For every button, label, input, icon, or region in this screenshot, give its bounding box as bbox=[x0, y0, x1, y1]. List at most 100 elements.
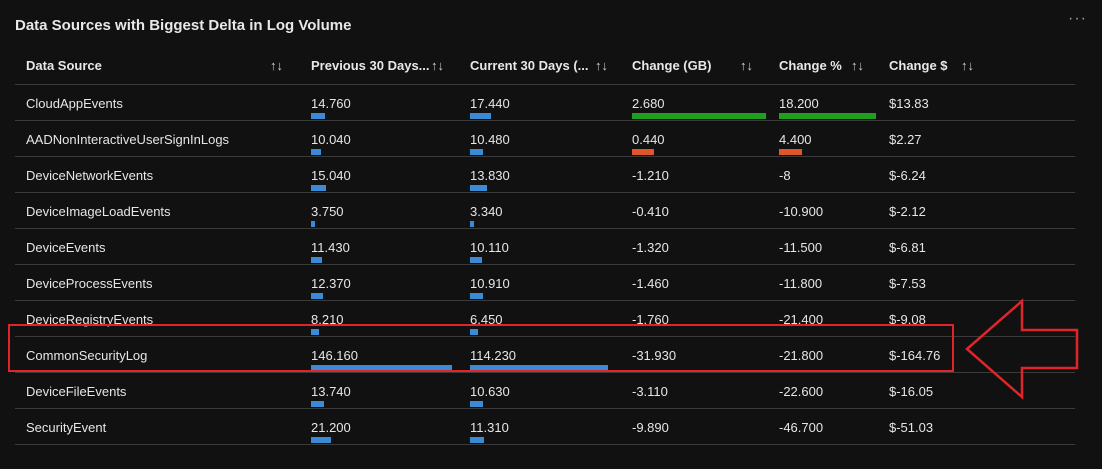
change-pct-cell-value: -22.600 bbox=[779, 384, 824, 399]
current-cell: 17.440 bbox=[470, 85, 625, 120]
column-header-change-usd[interactable]: Change $ ↑↓ bbox=[889, 48, 1009, 84]
previous-cell: 14.760 bbox=[311, 85, 466, 120]
change-usd-cell-value: $2.27 bbox=[889, 132, 922, 147]
sort-icon[interactable]: ↑↓ bbox=[851, 58, 864, 73]
more-options-icon[interactable]: ··· bbox=[1068, 10, 1087, 27]
change-pct-cell-value: 18.200 bbox=[779, 96, 819, 111]
change-usd-cell-value: $-164.76 bbox=[889, 348, 941, 363]
change-usd-cell: $-51.03 bbox=[889, 409, 1009, 444]
change-gb-cell-value: -3.110 bbox=[632, 384, 668, 399]
value-bar bbox=[632, 113, 766, 119]
table-row[interactable]: DeviceProcessEvents 12.370 10.910 -1.460 -11… bbox=[15, 265, 1075, 301]
change-gb-cell-value: -9.890 bbox=[632, 420, 669, 435]
previous-cell-value: 146.160 bbox=[311, 348, 358, 363]
change-pct-cell-value: -21.800 bbox=[779, 348, 824, 363]
current-cell-value: 3.340 bbox=[470, 204, 503, 219]
change-pct-cell: -46.700 bbox=[779, 409, 884, 444]
previous-cell: 21.200 bbox=[311, 409, 466, 444]
change-gb-cell-value: -31.930 bbox=[632, 348, 677, 363]
previous-cell: 8.210 bbox=[311, 301, 466, 336]
value-bar bbox=[311, 221, 315, 227]
current-cell-value: 13.830 bbox=[470, 168, 510, 183]
change-gb-cell: 0.440 bbox=[632, 121, 772, 156]
change-usd-cell-value: $-9.08 bbox=[889, 312, 926, 327]
value-bar bbox=[311, 149, 321, 155]
sort-icon[interactable]: ↑↓ bbox=[961, 58, 974, 73]
table-row[interactable]: CloudAppEvents 14.760 17.440 2.680 18.200 $13… bbox=[15, 85, 1075, 121]
current-cell-value: 6.450 bbox=[470, 312, 503, 327]
change-pct-cell: 4.400 bbox=[779, 121, 884, 156]
change-pct-cell-value: -21.400 bbox=[779, 312, 824, 327]
change-usd-cell: $-9.08 bbox=[889, 301, 1009, 336]
change-usd-cell: $-2.12 bbox=[889, 193, 1009, 228]
change-usd-cell-value: $-2.12 bbox=[889, 204, 926, 219]
value-bar bbox=[779, 149, 802, 155]
column-header-label: Change % bbox=[779, 58, 842, 73]
data-source-cell: CommonSecurityLog bbox=[26, 337, 306, 372]
table-row[interactable]: DeviceRegistryEvents 8.210 6.450 -1.760 -21.… bbox=[15, 301, 1075, 337]
value-bar bbox=[470, 437, 484, 443]
value-bar bbox=[470, 293, 483, 299]
table-row[interactable]: CommonSecurityLog 146.160 114.230 -31.930 -2… bbox=[15, 337, 1075, 373]
change-pct-cell-value: -10.900 bbox=[779, 204, 824, 219]
table-row[interactable]: AADNonInteractiveUserSignInLogs 10.040 10.… bbox=[15, 121, 1075, 157]
change-gb-cell-value: -1.760 bbox=[632, 312, 669, 327]
column-header-label: Change (GB) bbox=[632, 58, 712, 73]
column-header-current[interactable]: Current 30 Days (... ↑↓ bbox=[470, 48, 625, 84]
column-header-label: Current 30 Days (... bbox=[470, 58, 589, 73]
value-bar bbox=[311, 437, 331, 443]
change-gb-cell-value: 2.680 bbox=[632, 96, 665, 111]
change-gb-cell: -3.110 bbox=[632, 373, 772, 408]
change-usd-cell-value: $-7.53 bbox=[889, 276, 926, 291]
value-bar bbox=[779, 113, 876, 119]
current-cell-value: 10.910 bbox=[470, 276, 510, 291]
column-header-previous[interactable]: Previous 30 Days... ↑↓ bbox=[311, 48, 466, 84]
value-bar bbox=[470, 221, 474, 227]
sort-icon[interactable]: ↑↓ bbox=[431, 58, 444, 73]
value-bar bbox=[470, 401, 483, 407]
value-bar bbox=[311, 185, 326, 191]
change-pct-cell: -21.400 bbox=[779, 301, 884, 336]
sort-icon[interactable]: ↑↓ bbox=[270, 58, 283, 73]
change-gb-cell: -31.930 bbox=[632, 337, 772, 372]
data-source-cell: DeviceRegistryEvents bbox=[26, 301, 306, 336]
change-pct-cell: -11.500 bbox=[779, 229, 884, 264]
table-row[interactable]: SecurityEvent 21.200 11.310 -9.890 -46.700 $-… bbox=[15, 409, 1075, 445]
change-pct-cell: 18.200 bbox=[779, 85, 884, 120]
change-gb-cell-value: -1.320 bbox=[632, 240, 669, 255]
table-header: Data Source ↑↓ Previous 30 Days... ↑↓ Cu… bbox=[15, 48, 1075, 85]
change-usd-cell: $-164.76 bbox=[889, 337, 1009, 372]
previous-cell: 13.740 bbox=[311, 373, 466, 408]
column-header-change-gb[interactable]: Change (GB) ↑↓ bbox=[632, 48, 772, 84]
value-bar bbox=[311, 293, 323, 299]
change-usd-cell: $-16.05 bbox=[889, 373, 1009, 408]
table-row[interactable]: DeviceImageLoadEvents 3.750 3.340 -0.410 -10… bbox=[15, 193, 1075, 229]
change-gb-cell: -0.410 bbox=[632, 193, 772, 228]
data-source-cell-value: DeviceRegistryEvents bbox=[26, 312, 154, 327]
previous-cell: 15.040 bbox=[311, 157, 466, 192]
current-cell: 10.480 bbox=[470, 121, 625, 156]
current-cell-value: 114.230 bbox=[470, 348, 517, 363]
data-source-cell: SecurityEvent bbox=[26, 409, 306, 444]
change-gb-cell: 2.680 bbox=[632, 85, 772, 120]
table-row[interactable]: DeviceEvents 11.430 10.110 -1.320 -11.500 $-6… bbox=[15, 229, 1075, 265]
sort-icon[interactable]: ↑↓ bbox=[595, 58, 608, 73]
previous-cell: 146.160 bbox=[311, 337, 466, 372]
change-usd-cell-value: $-6.24 bbox=[889, 168, 926, 183]
column-header-change-pct[interactable]: Change % ↑↓ bbox=[779, 48, 884, 84]
change-pct-cell-value: -11.800 bbox=[779, 276, 823, 291]
change-pct-cell: -8 bbox=[779, 157, 884, 192]
current-cell: 11.310 bbox=[470, 409, 625, 444]
data-source-cell-value: DeviceFileEvents bbox=[26, 384, 127, 399]
column-header-data-source[interactable]: Data Source ↑↓ bbox=[26, 48, 306, 84]
current-cell-value: 10.480 bbox=[470, 132, 510, 147]
previous-cell-value: 3.750 bbox=[311, 204, 344, 219]
column-header-label: Change $ bbox=[889, 58, 948, 73]
table-row[interactable]: DeviceFileEvents 13.740 10.630 -3.110 -22.60… bbox=[15, 373, 1075, 409]
table-row[interactable]: DeviceNetworkEvents 15.040 13.830 -1.210 -8 $… bbox=[15, 157, 1075, 193]
previous-cell-value: 11.430 bbox=[311, 240, 350, 255]
previous-cell-value: 12.370 bbox=[311, 276, 351, 291]
data-source-cell-value: DeviceProcessEvents bbox=[26, 276, 153, 291]
data-source-cell-value: DeviceNetworkEvents bbox=[26, 168, 154, 183]
sort-icon[interactable]: ↑↓ bbox=[740, 58, 753, 73]
